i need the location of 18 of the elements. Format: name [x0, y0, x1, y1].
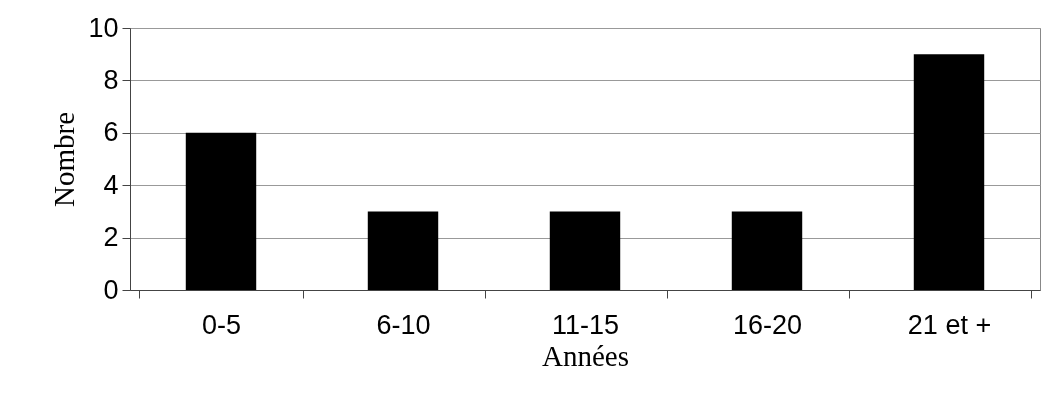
x-tick-label: 6-10	[376, 309, 431, 340]
bar	[185, 132, 257, 290]
bar	[913, 54, 985, 290]
y-tick-label: 8	[103, 64, 119, 95]
y-axis-title: Nombre	[48, 111, 81, 208]
y-tick-label: 0	[103, 274, 119, 305]
y-tick-label: 6	[103, 117, 119, 148]
x-tick-label: 11-15	[551, 309, 620, 340]
bar	[731, 211, 803, 290]
y-tick-label: 4	[103, 169, 119, 200]
x-tick-label: 16-20	[732, 309, 803, 340]
bar	[367, 211, 439, 290]
x-tick-label: 0-5	[201, 309, 242, 340]
y-tick-label: 10	[88, 12, 119, 43]
y-tick-label: 2	[103, 222, 119, 253]
x-tick-label: 21 et +	[907, 309, 992, 340]
bar	[549, 211, 621, 290]
x-axis-title: Années	[542, 339, 629, 372]
